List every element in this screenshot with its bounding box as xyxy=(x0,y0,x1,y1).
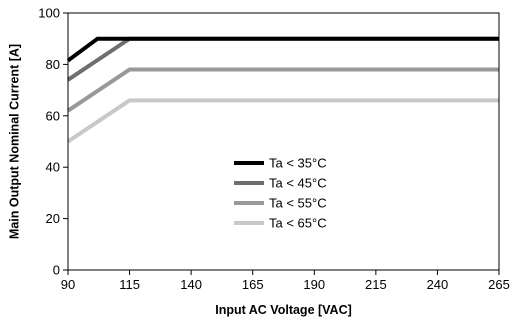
y-tick-label: 60 xyxy=(46,108,60,123)
x-tick-label: 115 xyxy=(119,277,140,292)
x-tick-label: 240 xyxy=(427,277,449,292)
x-tick-label: 215 xyxy=(365,277,387,292)
y-tick-label: 100 xyxy=(38,6,60,21)
series-layer xyxy=(66,36,499,144)
y-tick-label: 80 xyxy=(46,57,60,72)
axis-layer: 0 20 40 60 80 100 90 115 140 165 190 215 240 265 xyxy=(38,6,510,293)
legend-label-1: Ta < 35°C xyxy=(269,156,327,171)
x-axis-title: Input AC Voltage [VAC] xyxy=(215,303,352,317)
x-tick-label: 265 xyxy=(488,277,510,292)
legend-label-2: Ta < 45°C xyxy=(269,176,327,191)
legend-label-4: Ta < 65°C xyxy=(269,216,327,231)
series-line-1 xyxy=(66,36,499,63)
y-axis-title: Main Output Nominal Current [A] xyxy=(7,44,21,239)
legend: Ta < 35°C Ta < 45°C Ta < 55°C Ta < 65°C xyxy=(234,156,327,231)
plot-frame xyxy=(67,12,500,271)
series-line-3 xyxy=(66,67,499,113)
x-tick-label: 165 xyxy=(242,277,264,292)
series-line-4 xyxy=(66,98,499,144)
x-tick-label: 190 xyxy=(303,277,325,292)
y-tick-label: 20 xyxy=(46,211,60,226)
series-line-2 xyxy=(66,36,499,82)
x-tick-label: 140 xyxy=(180,277,202,292)
y-tick-label: 40 xyxy=(46,160,60,175)
x-tick-label: 90 xyxy=(61,277,75,292)
legend-label-3: Ta < 55°C xyxy=(269,196,327,211)
y-tick-label: 0 xyxy=(53,263,60,278)
